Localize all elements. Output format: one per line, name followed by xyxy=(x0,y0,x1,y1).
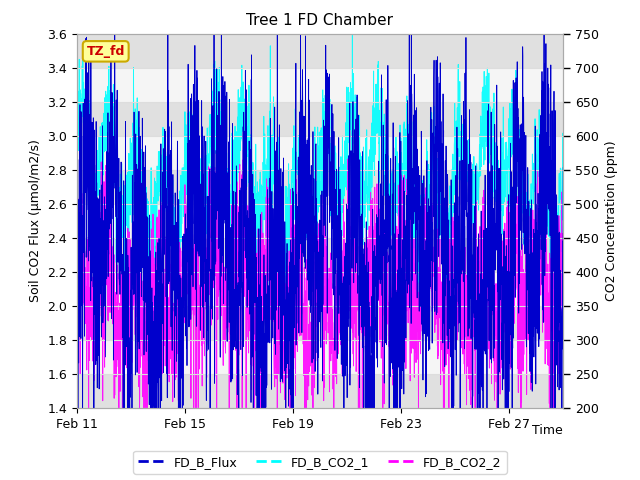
Y-axis label: Soil CO2 Flux (μmol/m2/s): Soil CO2 Flux (μmol/m2/s) xyxy=(29,139,42,302)
Bar xyxy=(77,136,563,170)
Legend: FD_B_Flux, FD_B_CO2_1, FD_B_CO2_2: FD_B_Flux, FD_B_CO2_1, FD_B_CO2_2 xyxy=(133,451,507,474)
Title: Tree 1 FD Chamber: Tree 1 FD Chamber xyxy=(246,13,394,28)
Bar xyxy=(77,340,563,374)
Bar xyxy=(77,374,563,408)
Bar xyxy=(77,238,563,272)
Bar xyxy=(77,34,563,68)
Text: Time: Time xyxy=(532,424,563,437)
Bar xyxy=(77,204,563,238)
Bar xyxy=(77,102,563,136)
Bar xyxy=(77,306,563,340)
Bar xyxy=(77,68,563,102)
Y-axis label: CO2 Concentration (ppm): CO2 Concentration (ppm) xyxy=(605,141,618,301)
Text: TZ_fd: TZ_fd xyxy=(86,45,125,58)
Bar xyxy=(77,272,563,306)
Bar xyxy=(77,170,563,204)
